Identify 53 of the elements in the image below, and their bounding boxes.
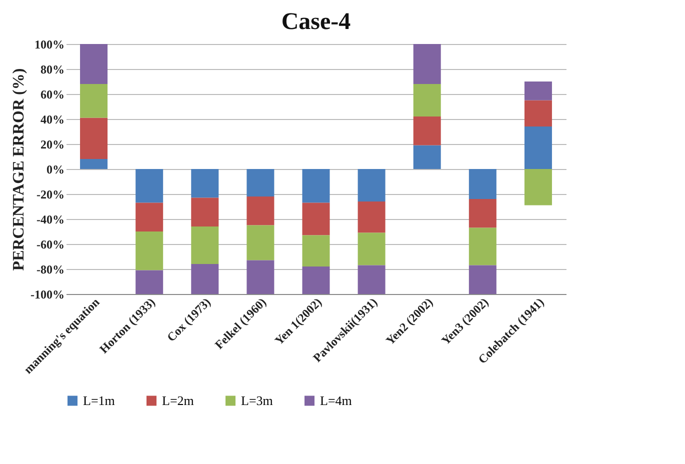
legend-label: L=1m — [83, 392, 115, 408]
bar — [136, 270, 164, 294]
y-tick-label: -40% — [36, 212, 64, 226]
bar — [468, 169, 496, 199]
y-tick-label: -20% — [36, 188, 64, 202]
legend-label: L=2m — [162, 392, 194, 408]
bar — [358, 265, 386, 294]
bar — [80, 118, 108, 159]
bar — [468, 265, 496, 294]
y-tick-label: 80% — [40, 62, 64, 76]
y-tick-label: 100% — [34, 38, 64, 52]
y-tick-label: -80% — [36, 262, 64, 276]
bar — [246, 225, 274, 260]
bar — [191, 198, 219, 226]
y-tick-label: 20% — [40, 138, 64, 152]
bar — [302, 202, 330, 236]
y-axis-title: PERCENTAGE ERROR (%) — [10, 68, 28, 271]
y-tick-label: 60% — [40, 88, 64, 102]
legend-label: L=4m — [320, 392, 352, 408]
bar — [358, 232, 386, 266]
legend-label: L=3m — [241, 392, 273, 408]
y-tick-label: 0% — [46, 162, 64, 176]
bar — [413, 145, 441, 169]
bar — [191, 226, 219, 264]
bar — [524, 126, 552, 169]
bar — [136, 169, 164, 203]
bar — [246, 169, 274, 196]
bar — [191, 264, 219, 294]
bar — [468, 199, 496, 228]
bar — [413, 116, 441, 146]
bar — [524, 100, 552, 126]
bar — [302, 169, 330, 203]
bar — [524, 169, 552, 206]
bar — [524, 82, 552, 100]
chart-title: Case-4 — [281, 9, 351, 35]
bar — [80, 44, 108, 84]
bar — [302, 266, 330, 294]
bar — [80, 159, 108, 169]
bar — [246, 260, 274, 294]
bar — [413, 84, 441, 116]
bar — [358, 202, 386, 233]
bar — [246, 196, 274, 226]
y-tick-label: 40% — [40, 112, 64, 126]
bar — [413, 44, 441, 84]
y-tick-label: -100% — [30, 288, 64, 302]
bar — [468, 228, 496, 266]
y-tick-label: -60% — [36, 238, 64, 252]
bar — [136, 202, 164, 232]
bar — [136, 232, 164, 270]
bar — [80, 84, 108, 118]
bar — [302, 235, 330, 266]
bar — [358, 169, 386, 202]
bar — [191, 169, 219, 198]
